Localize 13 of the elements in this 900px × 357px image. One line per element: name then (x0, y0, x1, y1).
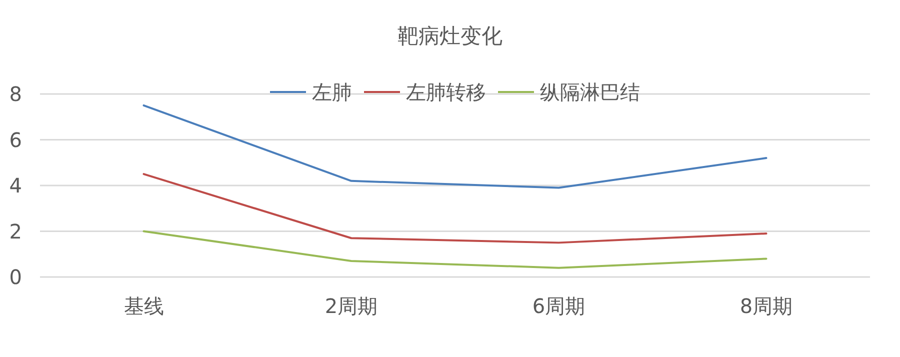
ytick: 6 (9, 128, 22, 152)
ytick: 4 (9, 174, 22, 198)
ytick: 8 (9, 82, 22, 106)
xtick: 6周期 (532, 294, 586, 318)
ytick: 0 (9, 265, 22, 289)
xtick: 2周期 (324, 294, 378, 318)
legend-label: 纵隔淋巴结 (540, 80, 640, 104)
ytick: 2 (9, 219, 22, 244)
title: 靶病灶变化 (398, 24, 502, 48)
xtick: 基线 (124, 294, 164, 318)
legend-label: 左肺 (312, 80, 352, 104)
legend-label: 左肺转移 (406, 80, 486, 104)
xtick: 8周期 (740, 294, 793, 318)
